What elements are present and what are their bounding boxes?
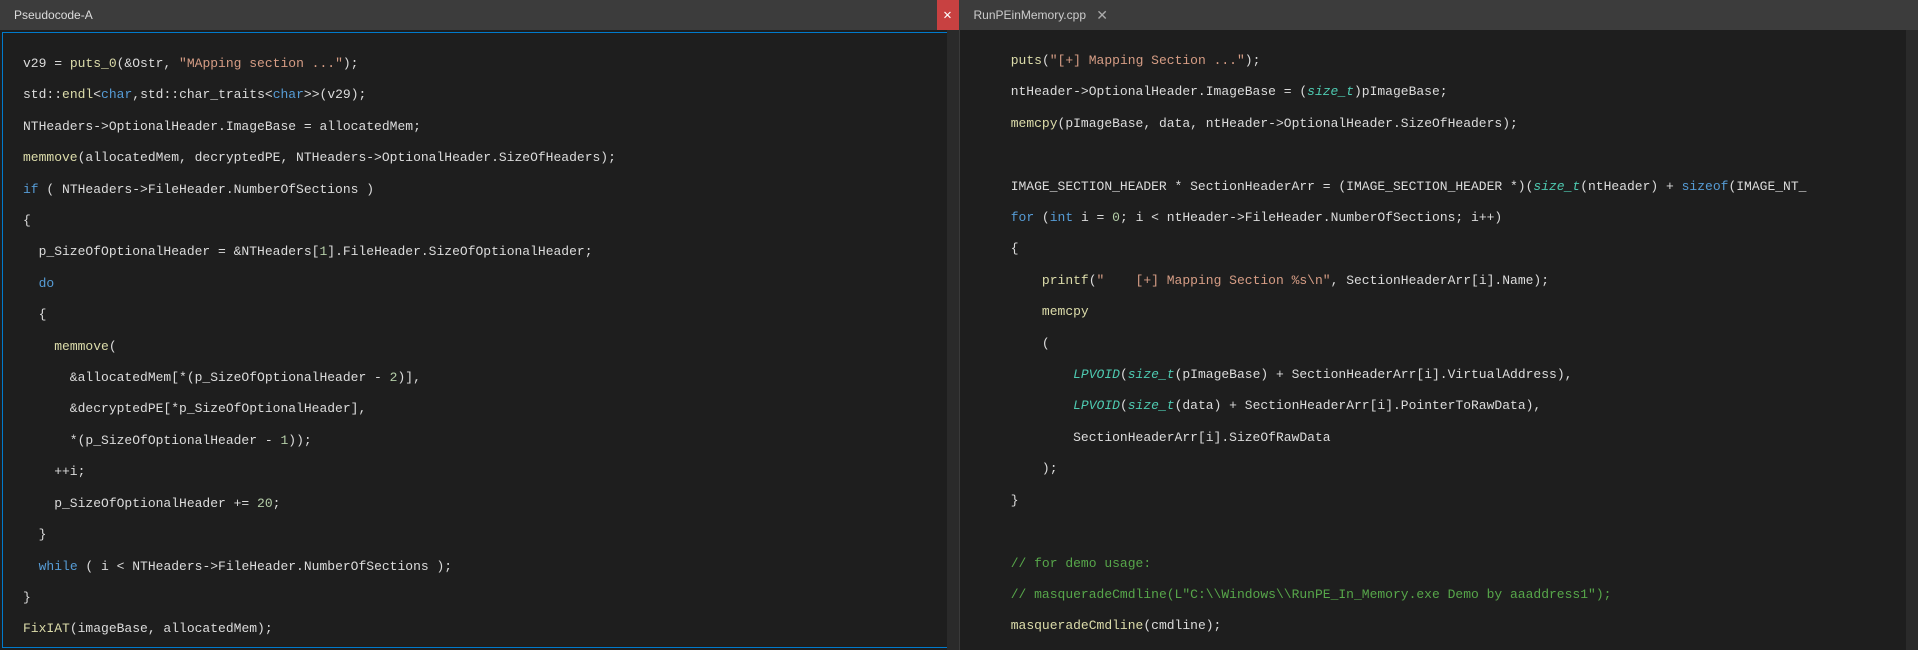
- scrollbar[interactable]: [947, 30, 959, 650]
- code-line: }: [23, 590, 956, 606]
- code-line: &allocatedMem[*(p_SizeOfOptionalHeader -…: [23, 370, 956, 386]
- code-line: IMAGE_SECTION_HEADER * SectionHeaderArr …: [980, 179, 1918, 195]
- code-line: [980, 147, 1918, 163]
- code-line: ntHeader->OptionalHeader.ImageBase = (si…: [980, 84, 1918, 100]
- code-line: p_SizeOfOptionalHeader = &NTHeaders[1].F…: [23, 244, 956, 260]
- tab-label: RunPEinMemory.cpp: [974, 8, 1087, 22]
- code-line: {: [23, 213, 956, 229]
- close-icon[interactable]: ✕: [1096, 7, 1108, 24]
- code-line: *(p_SizeOfOptionalHeader - 1));: [23, 433, 956, 449]
- tab-spacer: [1116, 0, 1918, 30]
- code-line: &decryptedPE[*p_SizeOfOptionalHeader],: [23, 401, 956, 417]
- code-line: for (int i = 0; i < ntHeader->FileHeader…: [980, 210, 1918, 226]
- close-tab-button[interactable]: ✕: [937, 0, 959, 30]
- tab-spacer: [107, 0, 937, 30]
- code-line: memmove(allocatedMem, decryptedPE, NTHea…: [23, 150, 956, 166]
- code-line: v29 = puts_0(&Ostr, "MApping section ...…: [23, 56, 956, 72]
- code-line: FixIAT(imageBase, allocatedMem);: [23, 621, 956, 637]
- code-line: memmove(: [23, 339, 956, 355]
- code-line: }: [980, 493, 1918, 509]
- right-editor[interactable]: puts("[+] Mapping Section ..."); ntHeade…: [960, 30, 1918, 650]
- code-line: ++i;: [23, 464, 956, 480]
- code-line: {: [23, 307, 956, 323]
- left-editor[interactable]: v29 = puts_0(&Ostr, "MApping section ...…: [2, 32, 957, 648]
- left-pane: Pseudocode-A ✕ v29 = puts_0(&Ostr, "MApp…: [0, 0, 960, 650]
- code-line: p_SizeOfOptionalHeader += 20;: [23, 496, 956, 512]
- code-line: do: [23, 276, 956, 292]
- tab-pseudocode[interactable]: Pseudocode-A: [0, 0, 107, 30]
- tab-label: Pseudocode-A: [14, 8, 93, 22]
- code-line: );: [980, 461, 1918, 477]
- tab-runpe[interactable]: RunPEinMemory.cpp ✕: [960, 0, 1117, 30]
- split-container: Pseudocode-A ✕ v29 = puts_0(&Ostr, "MApp…: [0, 0, 1918, 650]
- code-line: LPVOID(size_t(data) + SectionHeaderArr[i…: [980, 398, 1918, 414]
- code-line: LPVOID(size_t(pImageBase) + SectionHeade…: [980, 367, 1918, 383]
- code-line: {: [980, 241, 1918, 257]
- right-pane: RunPEinMemory.cpp ✕ puts("[+] Mapping Se…: [960, 0, 1918, 650]
- code-line: if ( NTHeaders->FileHeader.NumberOfSecti…: [23, 182, 956, 198]
- code-line: // for demo usage:: [980, 556, 1918, 572]
- code-line: memcpy: [980, 304, 1918, 320]
- code-line: }: [23, 527, 956, 543]
- code-line: puts("[+] Mapping Section ...");: [980, 53, 1918, 69]
- close-icon: ✕: [943, 7, 951, 24]
- code-line: std::endl<char,std::char_traits<char>>(v…: [23, 87, 956, 103]
- code-line: // masqueradeCmdline(L"C:\\Windows\\RunP…: [980, 587, 1918, 603]
- right-tab-bar: RunPEinMemory.cpp ✕: [960, 0, 1918, 30]
- code-line: printf(" [+] Mapping Section %s\n", Sect…: [980, 273, 1918, 289]
- scrollbar[interactable]: [1906, 30, 1918, 650]
- code-line: masqueradeCmdline(cmdline);: [980, 618, 1918, 634]
- code-line: SectionHeaderArr[i].SizeOfRawData: [980, 430, 1918, 446]
- code-line: while ( i < NTHeaders->FileHeader.Number…: [23, 559, 956, 575]
- left-tab-bar: Pseudocode-A ✕: [0, 0, 959, 30]
- code-line: memcpy(pImageBase, data, ntHeader->Optio…: [980, 116, 1918, 132]
- code-line: (: [980, 336, 1918, 352]
- code-line: [980, 524, 1918, 540]
- code-line: NTHeaders->OptionalHeader.ImageBase = al…: [23, 119, 956, 135]
